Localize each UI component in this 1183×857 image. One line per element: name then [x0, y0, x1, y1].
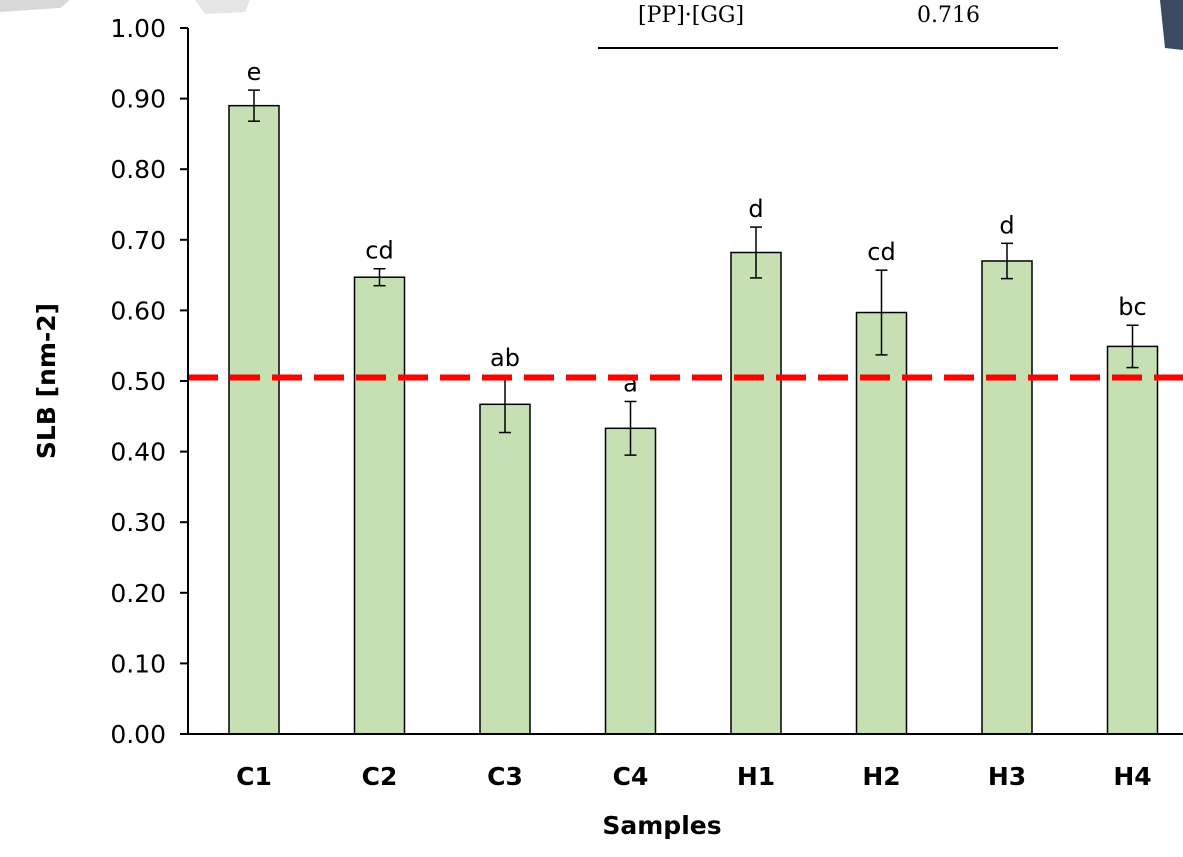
significance-label-h4: bc	[1118, 293, 1146, 321]
y-tick-label: 0.00	[110, 720, 166, 749]
significance-label-h1: d	[748, 195, 763, 223]
bar-c4	[604, 427, 657, 735]
y-axis-title: SLB [nm-2]	[32, 303, 61, 459]
bar-h2	[855, 311, 908, 735]
x-tick-label-c3: C3	[487, 762, 523, 791]
y-tick-label: 0.90	[110, 85, 166, 114]
error-bar-h3	[1001, 242, 1013, 280]
error-bar-c2	[373, 267, 386, 287]
x-tick-label-c1: C1	[236, 762, 272, 791]
error-bar-h2	[875, 269, 888, 356]
inset-table: [PP]·[GG] 0.716	[598, 3, 1058, 49]
y-tick-label: 0.80	[110, 155, 166, 184]
x-tick-label-c2: C2	[362, 762, 398, 791]
y-tick-label: 0.30	[110, 508, 166, 537]
y-tick-label: 0.70	[110, 226, 166, 255]
bar-h1	[730, 251, 782, 735]
significance-labels: e cd ab a d cd d bc	[247, 58, 1147, 397]
x-axis-title: Samples	[602, 811, 721, 840]
top-right-artifact	[1160, 0, 1183, 50]
significance-label-c3: ab	[490, 344, 520, 372]
y-tick-label: 0.60	[110, 296, 166, 325]
inset-value: 0.716	[917, 3, 980, 28]
bar-h4	[1106, 345, 1159, 735]
y-tick-label: 0.20	[110, 579, 166, 608]
significance-label-h2: cd	[867, 238, 895, 266]
y-tick-label: 0.10	[110, 649, 166, 678]
error-bars	[248, 89, 1139, 456]
x-tick-label-h2: H2	[862, 762, 900, 791]
bar-h3	[981, 260, 1033, 735]
significance-label-c1: e	[247, 58, 262, 86]
error-bar-h4	[1126, 324, 1139, 369]
y-tick-label: 1.00	[110, 14, 166, 43]
x-category-labels: C1 C2 C3 C4 H1 H2 H3 H4	[236, 762, 1152, 791]
significance-label-c4: a	[623, 369, 638, 397]
significance-label-h3: d	[999, 211, 1014, 239]
y-tick-labels: 0.00 0.10 0.20 0.30 0.40 0.50 0.60 0.70 0.80 0.90…	[110, 14, 188, 749]
y-tick-label: 0.50	[110, 367, 166, 396]
error-bar-c4	[624, 400, 637, 456]
error-bar-h1	[750, 226, 762, 279]
bar-c2	[353, 276, 406, 735]
top-left-artifact	[0, 0, 70, 12]
y-tick-label: 0.40	[110, 438, 166, 467]
inset-label: [PP]·[GG]	[638, 3, 744, 28]
x-tick-label-h4: H4	[1113, 762, 1151, 791]
top-center-artifact	[195, 0, 250, 14]
bar-c3	[479, 403, 531, 735]
bar-c1	[228, 104, 280, 735]
x-tick-label-h3: H3	[988, 762, 1026, 791]
bars	[228, 104, 1159, 735]
error-bar-c1	[248, 89, 260, 122]
significance-label-c2: cd	[365, 237, 393, 265]
x-tick-label-c4: C4	[613, 762, 649, 791]
x-tick-label-h1: H1	[737, 762, 775, 791]
